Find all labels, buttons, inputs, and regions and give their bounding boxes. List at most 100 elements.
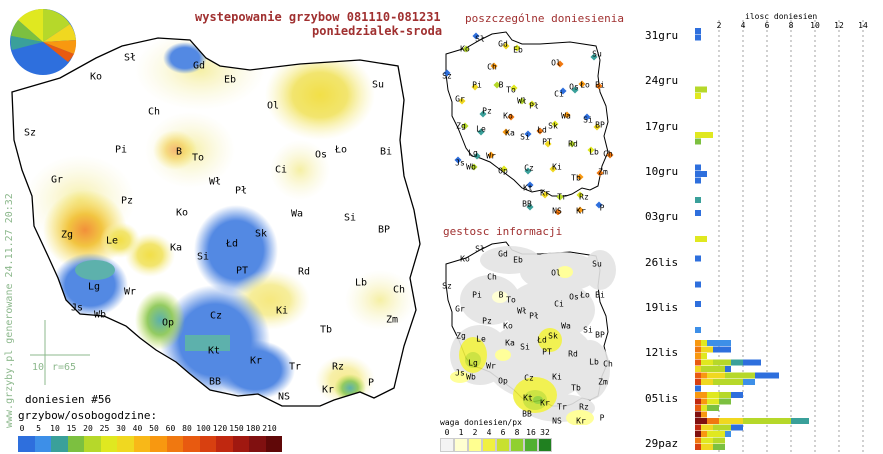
hist-bar-segment bbox=[719, 398, 731, 405]
hist-date-label: 10gru bbox=[645, 165, 679, 178]
city-label: Kr bbox=[321, 384, 335, 396]
mini-city-label: Ol bbox=[551, 58, 561, 68]
mini-city-label: Łd bbox=[537, 125, 547, 135]
city-label: Gr bbox=[50, 174, 64, 186]
mini-city-label: Sz bbox=[442, 281, 452, 291]
legend-label: 15 bbox=[66, 424, 77, 433]
report-marker bbox=[544, 140, 552, 148]
hist-bar-segment bbox=[707, 372, 725, 379]
mini-city-label: Tb bbox=[571, 383, 581, 393]
city-label: Wr bbox=[123, 286, 137, 298]
mini-city-label: Ło bbox=[580, 290, 590, 300]
hist-bar-segment bbox=[695, 236, 707, 242]
density-legend-label: 32 bbox=[540, 428, 550, 437]
hist-bar-segment bbox=[701, 398, 707, 405]
hist-bar-segment bbox=[713, 346, 731, 353]
mini-city-label: Wb bbox=[466, 162, 476, 172]
report-marker bbox=[502, 42, 510, 50]
mini-city-label: Gd bbox=[498, 39, 508, 49]
hist-bar-segment bbox=[755, 372, 779, 379]
legend-swatch bbox=[265, 436, 282, 452]
density-legend-swatch bbox=[510, 438, 524, 452]
mini-city-label: Cz bbox=[524, 373, 534, 383]
hist-bar-segment bbox=[695, 359, 701, 366]
report-marker bbox=[606, 151, 614, 159]
mini-city-label: Ko bbox=[503, 321, 513, 331]
report-count: doniesien #56 bbox=[25, 393, 112, 406]
hist-bar-segment bbox=[695, 177, 701, 184]
scale-label-10: 10 bbox=[32, 362, 45, 373]
mini-city-label: NS bbox=[552, 206, 562, 216]
city-label: Zm bbox=[385, 314, 399, 326]
hist-date-label: 31gru bbox=[645, 29, 679, 42]
main-map bbox=[10, 8, 421, 407]
hist-tick-label: 4 bbox=[740, 21, 746, 30]
mini-city-label: Si bbox=[583, 115, 593, 125]
legend-label: 80 bbox=[182, 424, 192, 433]
legend-label: 0 bbox=[19, 424, 25, 433]
mini-city-label: Op bbox=[498, 166, 508, 176]
mini-city-label: Kt bbox=[523, 393, 533, 403]
density-legend: 0 1 2 4 6 8 16 32 bbox=[440, 428, 560, 454]
mini-city-label: PT bbox=[542, 347, 552, 357]
mini-city-label: BB bbox=[522, 409, 532, 419]
mini-city-label: Eb bbox=[513, 45, 523, 55]
hist-bar-segment bbox=[695, 93, 701, 99]
report-marker bbox=[472, 32, 480, 40]
hist-bar-segment bbox=[713, 444, 725, 450]
mini-city-label: Wł bbox=[517, 96, 527, 106]
report-marker bbox=[587, 146, 595, 154]
mini-city-label: Gd bbox=[498, 249, 508, 259]
mini-city-label: Lg bbox=[468, 148, 478, 158]
hist-tick-label: 6 bbox=[764, 21, 770, 30]
hist-bar-segment bbox=[695, 28, 701, 34]
report-marker bbox=[477, 128, 485, 136]
mini-city-label: Os bbox=[569, 82, 579, 92]
hist-bar-segment bbox=[719, 392, 731, 398]
mini-city-label: To bbox=[506, 295, 516, 305]
mini-city-label: Bi bbox=[595, 80, 605, 90]
hist-bar-segment bbox=[695, 411, 701, 418]
mini-city-label: Kt bbox=[523, 183, 533, 193]
density-legend-label: 16 bbox=[526, 428, 536, 437]
legend-swatch bbox=[67, 436, 84, 452]
hist-bar-segment bbox=[695, 281, 701, 288]
city-label: Łd bbox=[225, 238, 239, 250]
legend-label: 180 bbox=[245, 424, 261, 433]
hist-bar-segment bbox=[791, 418, 809, 424]
hist-bar-segment bbox=[695, 327, 701, 333]
mini-city-label: B bbox=[498, 290, 504, 300]
report-marker bbox=[473, 152, 481, 160]
density-legend-swatch bbox=[468, 438, 482, 452]
mini-city-label: Kr bbox=[576, 206, 586, 216]
hist-date-label: 03gru bbox=[645, 210, 679, 223]
hist-date-label: 19lis bbox=[645, 301, 679, 314]
legend-label: 60 bbox=[165, 424, 176, 433]
city-label: Kt bbox=[207, 345, 221, 357]
legend-swatch bbox=[34, 436, 51, 452]
hist-bar-segment bbox=[695, 385, 701, 392]
city-label: Pz bbox=[120, 195, 134, 207]
main-map-city-labels: Sł Gd Ko Eb Su Ol Ch Sz Pi B To Os Bi Ło Ci Gr Wł Pł Pz Ko W… bbox=[0, 0, 440, 454]
report-marker bbox=[526, 181, 534, 189]
hist-bar-segment bbox=[701, 372, 707, 379]
mini-city-label: P bbox=[599, 413, 605, 423]
density-legend-title: waga doniesien/px bbox=[440, 418, 522, 427]
report-marker bbox=[487, 151, 495, 159]
hist-bar-segment bbox=[695, 424, 701, 431]
mini-city-label: Gr bbox=[455, 94, 465, 104]
mini-city-label: Rd bbox=[568, 139, 578, 149]
legend-swatch bbox=[150, 436, 167, 452]
city-label: Lg bbox=[87, 281, 101, 293]
city-label: Js bbox=[70, 302, 84, 314]
legend-swatch bbox=[216, 436, 233, 452]
mini-city-label: Ka bbox=[505, 128, 515, 138]
legend-label: 25 bbox=[99, 424, 110, 433]
report-marker bbox=[526, 203, 534, 211]
report-marker bbox=[541, 191, 549, 199]
mini-city-label: Ch bbox=[487, 62, 497, 72]
legend-label: 10 bbox=[50, 424, 60, 433]
hist-bar-segment bbox=[707, 398, 719, 405]
density-map-title: gestosc informacji bbox=[443, 225, 563, 238]
mini-city-label: Js bbox=[455, 368, 465, 378]
